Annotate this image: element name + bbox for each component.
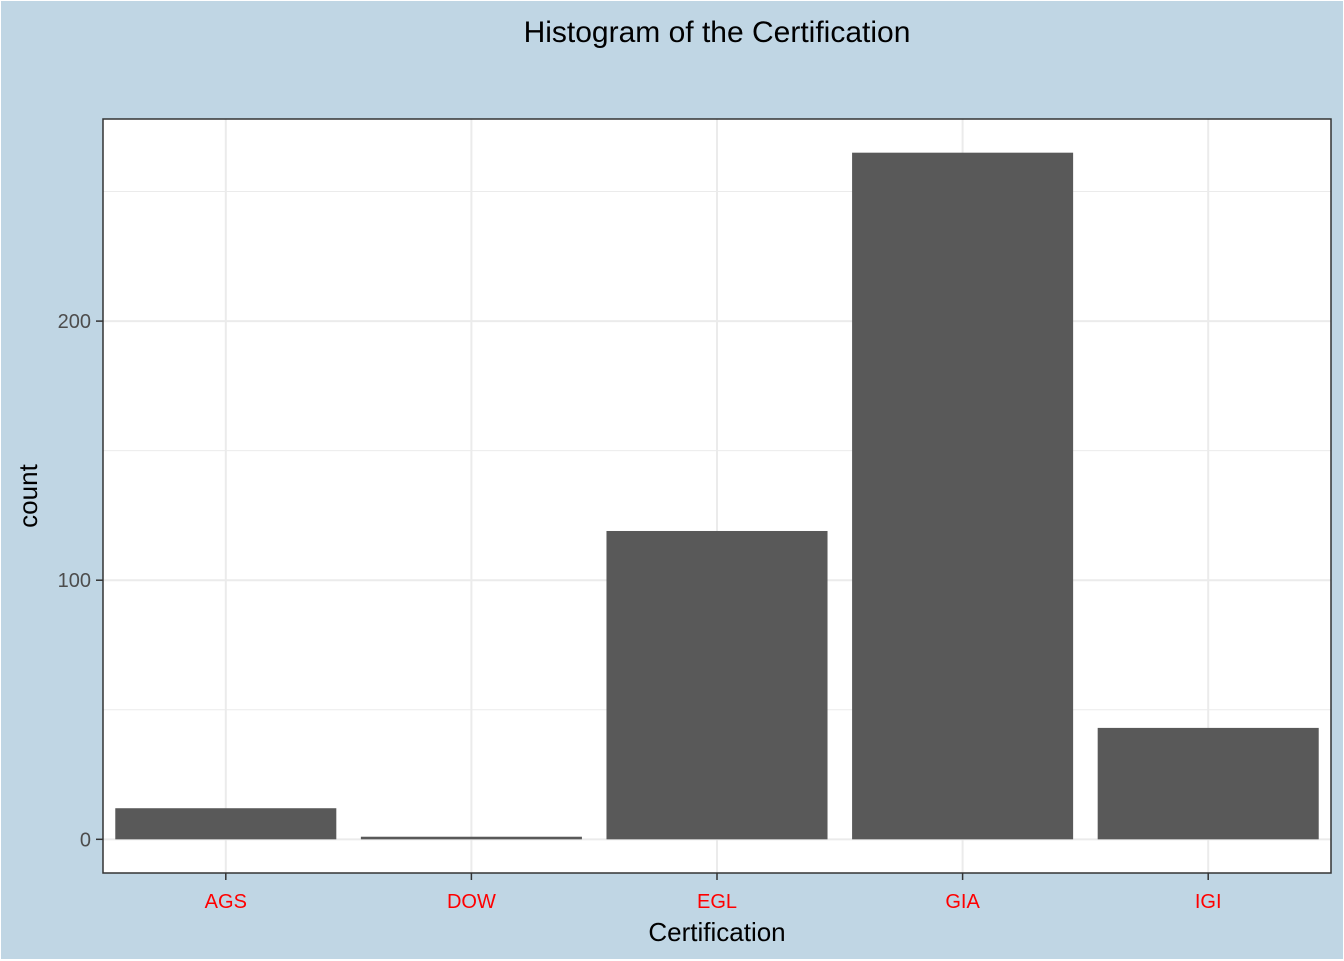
x-tick-label-egl: EGL (697, 891, 737, 913)
chart-title: Histogram of the Certification (524, 16, 911, 49)
bars (115, 152, 1319, 840)
y-tick-label: 200 (58, 311, 91, 333)
y-tick-label: 100 (58, 570, 91, 592)
x-tick-label-dow: DOW (447, 891, 496, 913)
y-axis-ticks: 0 100 200 (58, 311, 103, 851)
x-tick-label-igi: IGI (1195, 891, 1222, 913)
y-axis-title: count (13, 463, 43, 527)
x-tick-label-ags: AGS (205, 891, 247, 913)
bar-ags (115, 808, 337, 840)
bar-egl (606, 530, 828, 840)
y-tick-label: 0 (80, 829, 91, 851)
bar-gia (852, 152, 1074, 840)
x-tick-label-gia: GIA (945, 891, 980, 913)
bar-dow (360, 836, 582, 840)
x-axis-ticks: AGS DOW EGL GIA IGI (205, 873, 1222, 913)
x-axis-title: Certification (648, 917, 785, 947)
bar-igi (1097, 727, 1319, 840)
